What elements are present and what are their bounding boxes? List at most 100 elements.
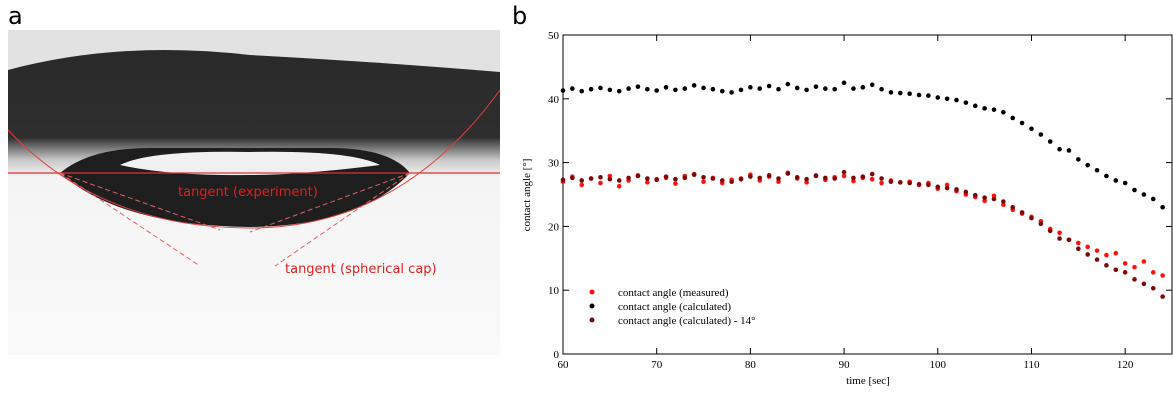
point [1066, 148, 1072, 153]
point [719, 178, 725, 183]
point [691, 83, 697, 88]
point [748, 174, 753, 179]
point [1038, 221, 1044, 227]
point [1160, 294, 1165, 299]
point [757, 175, 763, 181]
point [682, 86, 688, 91]
point [560, 88, 566, 93]
point [654, 88, 659, 93]
point [673, 87, 678, 93]
point [823, 175, 828, 181]
point [1029, 126, 1034, 132]
point [1076, 157, 1081, 162]
point [794, 174, 800, 180]
point [879, 180, 884, 186]
point [598, 174, 603, 180]
point [1122, 180, 1128, 186]
point [766, 83, 772, 89]
point [1122, 261, 1128, 266]
point [982, 198, 987, 204]
point [907, 180, 912, 186]
point [804, 176, 809, 182]
point [1132, 264, 1137, 270]
point [1076, 246, 1081, 252]
point [1150, 196, 1156, 202]
point [579, 178, 585, 183]
legend-marker [589, 317, 595, 323]
point [1076, 240, 1081, 246]
point [869, 171, 875, 177]
point [991, 107, 997, 112]
point [1047, 228, 1053, 234]
point [1085, 162, 1090, 168]
point [1019, 210, 1025, 215]
point [879, 86, 884, 92]
point [944, 185, 950, 191]
point [729, 90, 734, 95]
point [926, 182, 931, 188]
point [935, 95, 941, 100]
point [841, 80, 847, 86]
legend-label: contact angle (calculated) - 14° [618, 315, 756, 327]
point [776, 176, 781, 181]
point [804, 180, 809, 185]
point [635, 173, 641, 179]
point [785, 81, 791, 87]
point [1029, 215, 1034, 221]
point [701, 85, 706, 91]
y-tick-label: 30 [548, 158, 560, 170]
y-tick-label: 40 [548, 94, 560, 106]
legend-label: contact angle (measured) [618, 287, 729, 299]
point [982, 106, 987, 111]
point [1085, 252, 1090, 257]
point [897, 90, 903, 96]
annotation: tangent (spherical cap) [285, 262, 437, 277]
point [626, 175, 631, 181]
point [1141, 259, 1147, 264]
x-tick-label: 90 [839, 359, 851, 371]
y-tick-label: 10 [548, 285, 560, 297]
point [963, 100, 969, 105]
point [972, 103, 978, 109]
plot-frame [562, 34, 1173, 355]
point [1160, 204, 1165, 210]
point [776, 86, 781, 92]
point [926, 93, 931, 98]
point [823, 86, 828, 91]
point [944, 96, 950, 102]
photo [7, 30, 501, 355]
y-axis-label: contact angle [°] [521, 159, 533, 232]
point [701, 179, 706, 185]
point [776, 179, 781, 185]
point [1057, 236, 1062, 241]
point [570, 175, 575, 181]
point [1132, 277, 1137, 282]
point [654, 177, 659, 183]
point [1141, 192, 1147, 197]
point [1010, 204, 1016, 210]
point [766, 173, 772, 178]
point [710, 176, 716, 181]
point [598, 180, 603, 186]
point [579, 88, 585, 94]
x-tick-label: 100 [930, 359, 947, 371]
point [1122, 270, 1128, 275]
point [673, 181, 678, 186]
point [663, 174, 669, 179]
point [916, 92, 922, 98]
point [879, 176, 884, 181]
point [710, 86, 716, 92]
point [1094, 248, 1100, 253]
panel-label: a [8, 2, 23, 30]
point [907, 91, 912, 96]
point [607, 176, 613, 182]
point [1160, 273, 1165, 278]
point [813, 84, 819, 89]
point [841, 169, 847, 175]
point [635, 84, 641, 89]
point [748, 85, 753, 90]
y-tick-label: 50 [548, 30, 560, 42]
annotation: tangent (experiment) [178, 185, 318, 200]
point [1001, 202, 1006, 208]
